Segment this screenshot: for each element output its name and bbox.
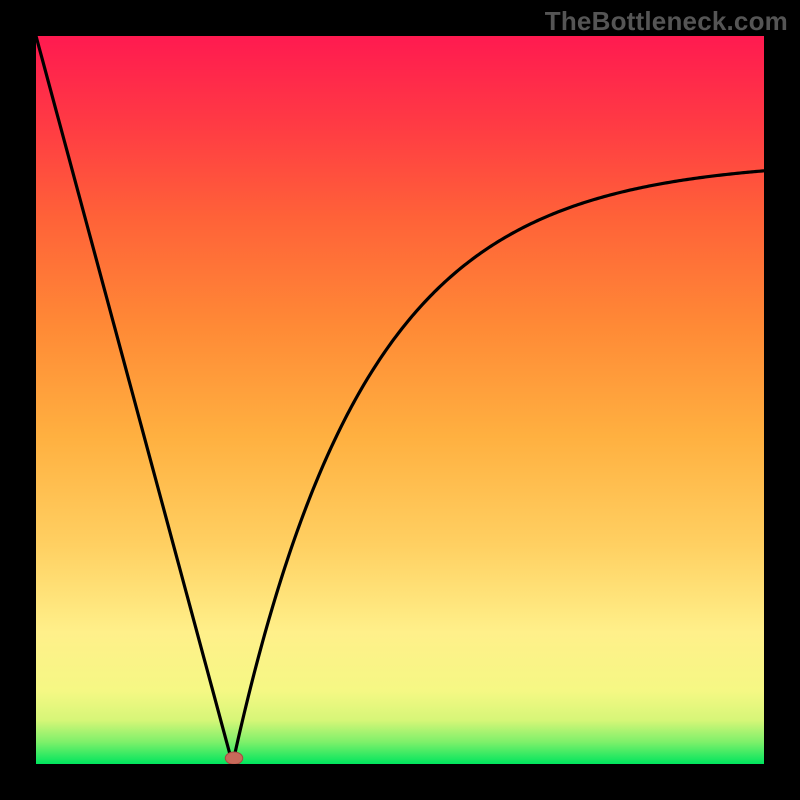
plot-background	[36, 36, 764, 764]
watermark-text: TheBottleneck.com	[545, 6, 788, 37]
plot-area	[36, 36, 764, 764]
optimum-marker	[225, 752, 242, 764]
bottleneck-curve-chart	[36, 36, 764, 764]
chart-frame: TheBottleneck.com	[0, 0, 800, 800]
